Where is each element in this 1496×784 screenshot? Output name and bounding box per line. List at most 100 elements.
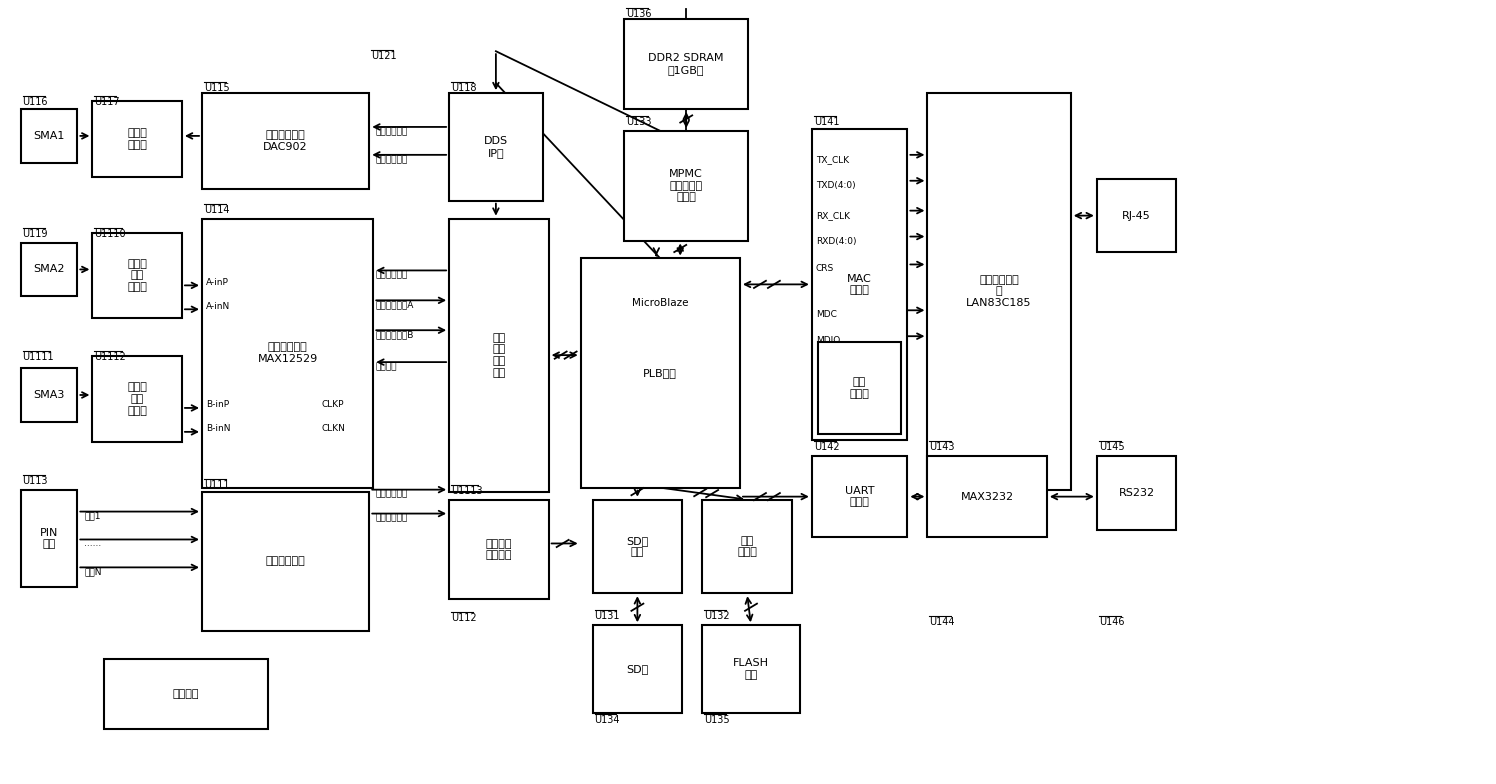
Text: U1111: U1111 — [22, 352, 54, 362]
Text: ......: ...... — [84, 539, 102, 549]
Text: U111: U111 — [203, 480, 229, 490]
Text: 第二数据总线A: 第二数据总线A — [375, 300, 414, 310]
Text: 第三控制总线: 第三控制总线 — [375, 490, 407, 499]
Text: 第二数据总线B: 第二数据总线B — [375, 330, 414, 339]
Bar — [592, 625, 682, 713]
Text: RJ-45: RJ-45 — [1122, 211, 1150, 220]
Text: CLKP: CLKP — [322, 400, 344, 409]
Text: U116: U116 — [22, 97, 48, 107]
Text: 数据采集子板: 数据采集子板 — [266, 557, 305, 566]
Text: 物理层控制芯
片
LAN83C185: 物理层控制芯 片 LAN83C185 — [966, 274, 1032, 308]
Bar — [93, 233, 183, 318]
Text: DDR2 SDRAM
（1GB）: DDR2 SDRAM （1GB） — [648, 53, 724, 75]
Text: TX_CLK: TX_CLK — [815, 155, 848, 164]
Text: 第一信
号处
理电路: 第一信 号处 理电路 — [127, 259, 147, 292]
Bar — [202, 93, 370, 189]
Text: 第一控制总线: 第一控制总线 — [375, 127, 407, 136]
Text: U134: U134 — [594, 715, 619, 725]
Text: RXD(4:0): RXD(4:0) — [815, 237, 856, 245]
Bar — [105, 659, 268, 729]
Bar — [702, 625, 800, 713]
Text: 第一数据总线: 第一数据总线 — [375, 155, 407, 164]
Text: 第二信
号处
理电路: 第二信 号处 理电路 — [127, 383, 147, 416]
Text: MDC: MDC — [815, 310, 836, 319]
Bar — [93, 101, 183, 176]
Text: U133: U133 — [627, 117, 652, 127]
Text: SMA3: SMA3 — [33, 390, 64, 400]
Text: 第二数据总线: 第二数据总线 — [375, 514, 407, 523]
Text: U115: U115 — [203, 83, 229, 93]
Text: U142: U142 — [814, 442, 839, 452]
Text: 高速
数据
采集
驱动: 高速 数据 采集 驱动 — [492, 332, 506, 378]
Bar — [818, 342, 902, 434]
Text: MicroBlaze: MicroBlaze — [633, 299, 688, 308]
Bar — [1097, 179, 1176, 252]
Text: SD卡: SD卡 — [627, 664, 649, 674]
Text: SMA1: SMA1 — [33, 131, 64, 141]
Text: U146: U146 — [1098, 617, 1125, 627]
Bar — [624, 20, 748, 109]
Text: U143: U143 — [929, 442, 954, 452]
Bar — [202, 219, 374, 488]
Bar — [21, 490, 78, 587]
Bar — [21, 368, 78, 422]
Text: U1110: U1110 — [94, 229, 126, 238]
Text: U131: U131 — [594, 612, 619, 621]
Bar — [1097, 456, 1176, 529]
Text: CLKN: CLKN — [322, 424, 346, 433]
Text: SMA2: SMA2 — [33, 264, 64, 274]
Text: B-inN: B-inN — [206, 424, 230, 433]
Text: U135: U135 — [705, 715, 730, 725]
Text: TXD(4:0): TXD(4:0) — [815, 181, 856, 190]
Text: 通道1: 通道1 — [84, 512, 100, 521]
Text: U118: U118 — [452, 83, 477, 93]
Text: 第二控制总线: 第二控制总线 — [375, 270, 407, 279]
Bar — [812, 456, 908, 538]
Text: CRS: CRS — [815, 264, 833, 274]
Bar — [928, 93, 1071, 490]
Text: U114: U114 — [203, 205, 229, 215]
Text: FLASH
阵列: FLASH 阵列 — [733, 659, 769, 680]
Text: 串行
控制器: 串行 控制器 — [850, 377, 869, 399]
Bar — [202, 492, 370, 631]
Text: MAX3232: MAX3232 — [960, 492, 1014, 502]
Text: A-inP: A-inP — [206, 278, 229, 288]
Bar — [928, 456, 1047, 538]
Text: RS232: RS232 — [1119, 488, 1155, 498]
Text: U141: U141 — [814, 117, 839, 127]
Text: 系统电源: 系统电源 — [172, 689, 199, 699]
Text: MDIO: MDIO — [815, 336, 841, 345]
Text: RX_CLK: RX_CLK — [815, 211, 850, 220]
Text: B-inP: B-inP — [206, 400, 229, 409]
Text: 通道N: 通道N — [84, 568, 102, 576]
Text: U119: U119 — [22, 229, 48, 238]
Text: U1113: U1113 — [452, 485, 483, 495]
Text: UART
控制器: UART 控制器 — [845, 486, 874, 507]
Text: U117: U117 — [94, 97, 120, 107]
Bar — [93, 356, 183, 442]
Bar — [449, 93, 543, 201]
Bar — [21, 109, 78, 163]
Bar — [624, 131, 748, 241]
Text: MPMC
多端口内存
控制器: MPMC 多端口内存 控制器 — [669, 169, 703, 202]
Bar — [449, 499, 549, 599]
Text: 闪存
控制器: 闪存 控制器 — [738, 535, 757, 557]
Bar — [21, 242, 78, 296]
Text: U132: U132 — [705, 612, 730, 621]
Text: 数模转换芯片
DAC902: 数模转换芯片 DAC902 — [263, 130, 308, 151]
Text: U112: U112 — [452, 613, 477, 623]
Text: 模数转换芯片
MAX12529: 模数转换芯片 MAX12529 — [257, 343, 317, 364]
Bar — [702, 499, 791, 593]
Bar — [592, 499, 682, 593]
Text: 差分时钟: 差分时钟 — [375, 362, 396, 371]
Text: DDS
IP核: DDS IP核 — [483, 136, 509, 158]
Text: U121: U121 — [371, 51, 396, 61]
Text: MAC
控制器: MAC 控制器 — [847, 274, 872, 296]
Text: A-inN: A-inN — [206, 303, 230, 311]
Text: PIN
阵列: PIN 阵列 — [40, 528, 58, 550]
Text: 信号调
理电路: 信号调 理电路 — [127, 128, 147, 150]
Bar — [449, 219, 549, 492]
Text: PLB总线: PLB总线 — [643, 368, 678, 378]
Text: SD卡
驱动: SD卡 驱动 — [627, 535, 649, 557]
Text: U145: U145 — [1098, 442, 1125, 452]
